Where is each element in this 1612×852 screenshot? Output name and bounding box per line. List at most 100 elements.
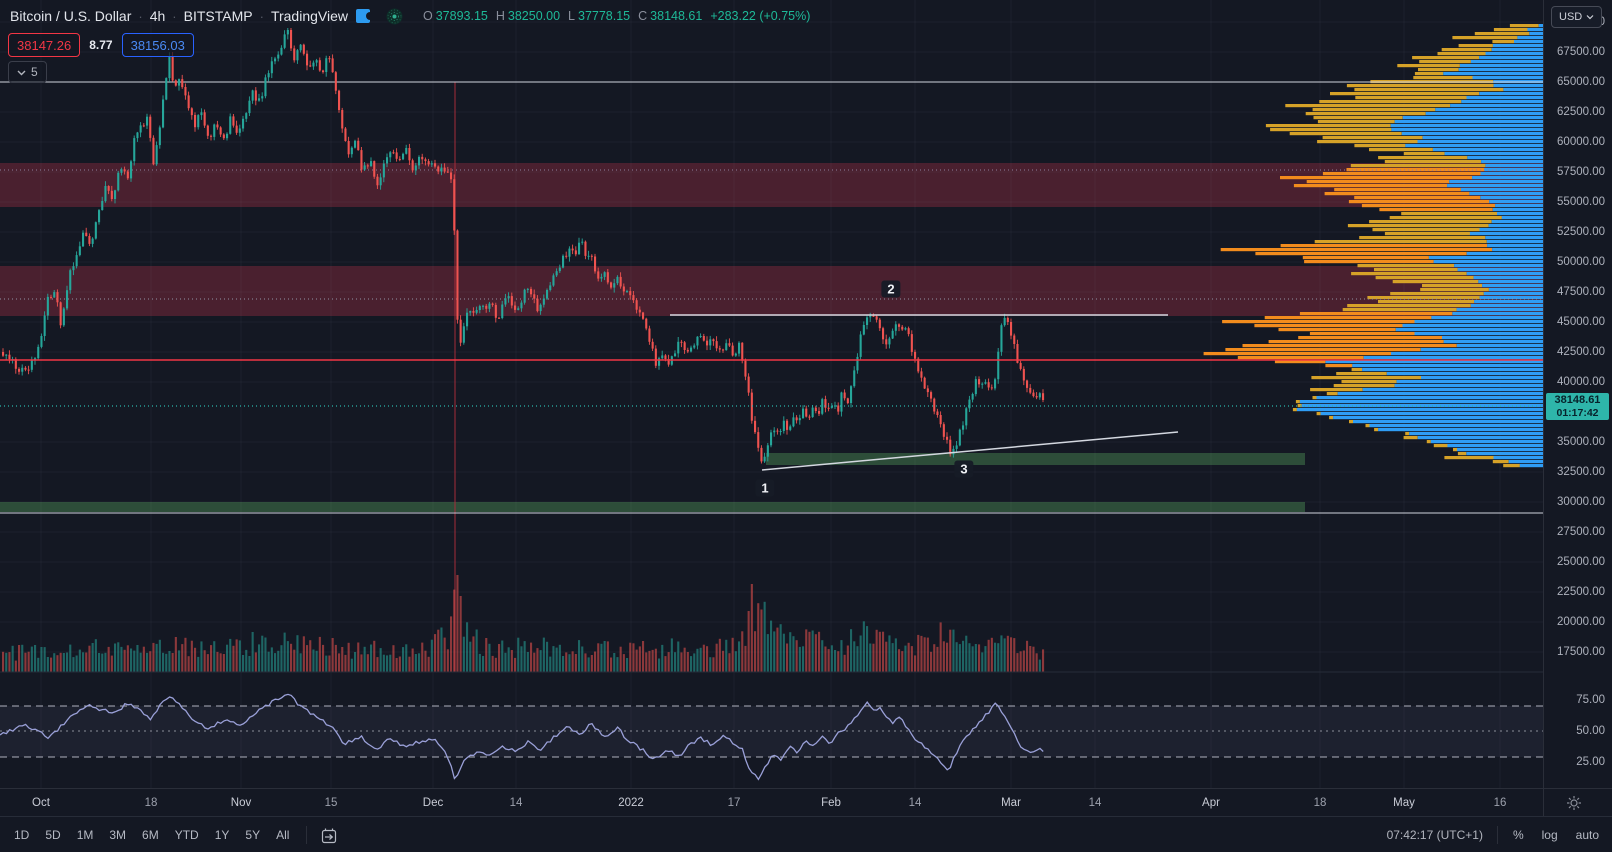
- last-price-value: 38148.61: [1554, 394, 1601, 406]
- toolbar-divider: [1496, 826, 1498, 844]
- range-button-all[interactable]: All: [276, 828, 290, 842]
- price-axis-label: 50000.00: [1557, 256, 1605, 268]
- currency-label: USD: [1559, 11, 1583, 23]
- toolbar-divider: [306, 826, 308, 844]
- wave-label-1[interactable]: 1: [755, 479, 775, 497]
- candlestick-series: [2, 28, 1045, 464]
- toolbar-right-group: 07:42:17 (UTC+1) % log auto: [1387, 826, 1612, 844]
- time-axis-label: 16: [1493, 797, 1507, 809]
- price-axis-label: 20000.00: [1557, 616, 1605, 628]
- range-button-1y[interactable]: 1Y: [214, 828, 230, 842]
- time-axis-label: 15: [324, 797, 338, 809]
- symbol-title[interactable]: Bitcoin / U.S. Dollar: [10, 8, 132, 24]
- time-axis-label: Nov: [230, 797, 252, 809]
- price-axis-label: 22500.00: [1557, 586, 1605, 598]
- resistance-zone-lower: [0, 266, 1543, 316]
- range-button-5y[interactable]: 5Y: [245, 828, 261, 842]
- log-scale-button[interactable]: log: [1541, 828, 1558, 842]
- time-axis[interactable]: Oct 18 Nov 15 Dec 14 2022 17 Feb 14 Mar 14 Apr 18 May 1…: [0, 788, 1612, 817]
- time-axis-label: May: [1393, 797, 1415, 809]
- range-button-1d[interactable]: 1D: [14, 828, 30, 842]
- price-axis-label: 32500.00: [1557, 466, 1605, 478]
- ascending-trendline-1-3[interactable]: [761, 431, 1179, 471]
- exchange-label: BITSTAMP: [183, 8, 253, 24]
- change-value: +283.22 (+0.75%): [710, 9, 811, 23]
- brand-label: TradingView: [270, 8, 348, 24]
- buy-button[interactable]: 38156.03: [121, 33, 194, 57]
- interval-label[interactable]: 4h: [149, 8, 166, 24]
- wave-label-2[interactable]: 2: [881, 280, 901, 298]
- wave-label-3[interactable]: 3: [954, 460, 974, 478]
- price-zones: [0, 163, 1543, 512]
- price-axis-label: 57500.00: [1557, 166, 1605, 178]
- rsi-axis-label: 25.00: [1576, 756, 1605, 768]
- time-axis-label: 2022: [618, 797, 644, 809]
- time-axis-label: 17: [727, 797, 741, 809]
- time-axis-label: 14: [908, 797, 922, 809]
- bottom-toolbar: 1D 5D 1M 3M 6M YTD 1Y 5Y All 07:42:17 (UTC+1) % …: [0, 816, 1612, 852]
- flag-icon[interactable]: [355, 8, 374, 24]
- price-axis-label: 47500.00: [1557, 286, 1605, 298]
- chevron-down-icon: [1586, 15, 1594, 20]
- sell-button[interactable]: 38147.26: [8, 33, 81, 57]
- currency-toggle-button[interactable]: USD: [1551, 6, 1603, 28]
- indicators-collapse-pill[interactable]: 5: [8, 61, 47, 83]
- separator-dot: ·: [172, 8, 177, 24]
- price-axis-label: 25000.00: [1557, 556, 1605, 568]
- open-value: 37893.15: [435, 9, 488, 23]
- open-key: O: [423, 9, 433, 23]
- price-axis-label: 42500.00: [1557, 346, 1605, 358]
- time-axis-label: 14: [1088, 797, 1102, 809]
- time-axis-label: Feb: [821, 797, 841, 809]
- separator-dot: ·: [138, 8, 143, 24]
- price-axis-label: 17500.00: [1557, 646, 1605, 658]
- support-zone-lower: [0, 502, 1305, 512]
- auto-scale-button[interactable]: auto: [1575, 828, 1599, 842]
- close-value: 38148.61: [650, 9, 703, 23]
- range-button-6m[interactable]: 6M: [142, 828, 159, 842]
- range-button-5d[interactable]: 5D: [45, 828, 61, 842]
- go-to-date-icon[interactable]: [320, 827, 337, 844]
- low-value: 37778.15: [578, 9, 631, 23]
- time-axis-label: 14: [509, 797, 523, 809]
- price-axis-label: 60000.00: [1557, 136, 1605, 148]
- time-axis-label: 18: [1313, 797, 1327, 809]
- timezone-button[interactable]: 07:42:17 (UTC+1): [1386, 828, 1483, 842]
- percent-scale-button[interactable]: %: [1512, 828, 1524, 842]
- range-button-1m[interactable]: 1M: [76, 828, 94, 842]
- support-zone-upper: [766, 453, 1305, 465]
- time-axis-label: Apr: [1202, 797, 1220, 809]
- price-axis-label: 67500.00: [1557, 46, 1605, 58]
- bar-countdown: 01:17:42: [1556, 407, 1599, 419]
- high-value: 38250.00: [507, 9, 561, 23]
- price-axis[interactable]: 38148.61 01:17:42 USD 70000.0067500.0065…: [1544, 0, 1612, 788]
- buy-sell-panel: 38147.26 8.77 38156.03: [8, 33, 194, 57]
- rsi-axis-label: 50.00: [1576, 725, 1605, 737]
- date-range-buttons: 1D 5D 1M 3M 6M YTD 1Y 5Y All: [6, 825, 297, 845]
- volume-profile: [1203, 24, 1543, 468]
- time-axis-label: Dec: [422, 797, 444, 809]
- time-axis-label: Mar: [1001, 797, 1021, 809]
- chevron-down-icon: [17, 70, 26, 75]
- price-axis-label: 35000.00: [1557, 436, 1605, 448]
- volume-bars: [2, 575, 1045, 672]
- circle-status-icon[interactable]: [386, 8, 403, 25]
- price-axis-label: 65000.00: [1557, 76, 1605, 88]
- time-axis-label: Oct: [32, 797, 50, 809]
- range-button-ytd[interactable]: YTD: [174, 828, 199, 842]
- price-axis-label: 27500.00: [1557, 526, 1605, 538]
- price-axis-label: 55000.00: [1557, 196, 1605, 208]
- time-axis-label: 18: [144, 797, 158, 809]
- price-axis-border: [1543, 0, 1544, 816]
- indicators-count: 5: [31, 65, 38, 79]
- price-axis-label: 45000.00: [1557, 316, 1605, 328]
- high-key: H: [495, 9, 505, 23]
- range-button-3m[interactable]: 3M: [109, 828, 127, 842]
- rsi-line: [0, 693, 1044, 781]
- axis-settings-gear-icon[interactable]: [1566, 795, 1582, 816]
- rsi-axis-label: 75.00: [1576, 694, 1605, 706]
- last-price-tag: 38148.61 01:17:42: [1546, 393, 1609, 420]
- chart-legend: Bitcoin / U.S. Dollar · 4h · BITSTAMP · …: [10, 5, 810, 27]
